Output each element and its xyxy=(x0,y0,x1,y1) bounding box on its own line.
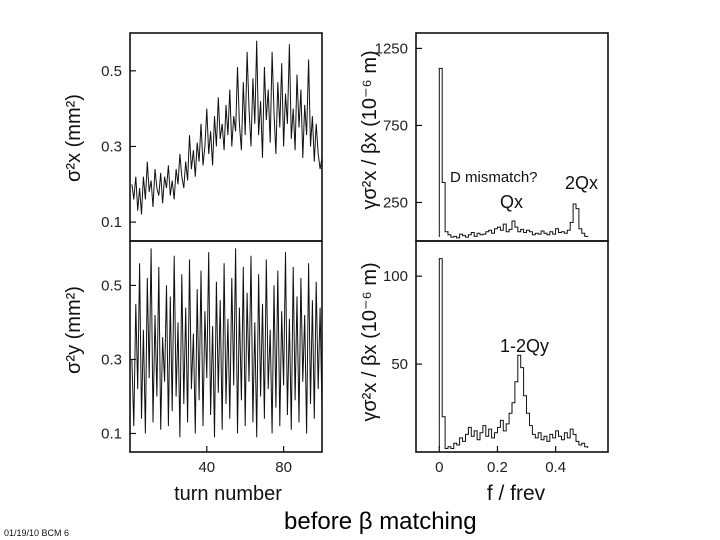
y-tick-label: 0.1 xyxy=(101,425,122,442)
y-tick-label: 1250 xyxy=(375,40,408,57)
plot-frame xyxy=(415,240,609,453)
y-tick-label: 50 xyxy=(391,356,408,373)
data-series-line xyxy=(438,67,589,239)
x-tick-label: 0.4 xyxy=(545,459,566,476)
y-tick-label: 0.1 xyxy=(101,214,122,231)
x-tick-label: 0.2 xyxy=(487,459,508,476)
panel-sigma-x-vs-turn: 0.1 0.3 0.5 xyxy=(101,32,323,242)
x-tick-label: 40 xyxy=(198,459,215,476)
ylabel-fft-x: γσ²x / βx (10⁻⁶ m) xyxy=(359,50,381,209)
panel-sigma-y-vs-turn: 0.1 0.3 0.5 40 80 xyxy=(101,240,323,476)
y-tick-label: 0.3 xyxy=(101,138,122,155)
data-series-line xyxy=(131,40,323,215)
data-series-line xyxy=(438,258,589,449)
y-tick-label: 250 xyxy=(383,194,408,211)
annotation-d-mismatch: D mismatch? xyxy=(450,169,538,186)
ylabel-sigma-y: σ²y (mm²) xyxy=(63,286,85,374)
annotation-1-2qy: 1-2Qy xyxy=(500,336,549,356)
footer-date: 01/19/10 BCM 6 xyxy=(4,528,70,538)
plot-frame xyxy=(129,32,323,242)
panel-fft-x: 250 750 1250 xyxy=(375,32,609,242)
plot-frame xyxy=(129,240,323,453)
y-tick-label: 0.5 xyxy=(101,277,122,294)
annotation-qx: Qx xyxy=(500,192,523,212)
x-tick-label: 80 xyxy=(275,459,292,476)
y-tick-label: 100 xyxy=(383,268,408,285)
xlabel-turn-number: turn number xyxy=(174,483,282,505)
slide-caption: before β matching xyxy=(284,508,477,535)
ylabel-fft-y: γσ²x / βx (10⁻⁶ m) xyxy=(359,262,381,421)
panel-fft-y: 50 100 0 0.2 0.4 xyxy=(383,240,609,476)
y-tick-label: 0.3 xyxy=(101,351,122,368)
y-tick-label: 0.5 xyxy=(101,63,122,80)
data-series-line xyxy=(131,248,323,438)
annotation-2qx: 2Qx xyxy=(565,173,598,193)
x-tick-label: 0 xyxy=(435,459,443,476)
y-tick-label: 750 xyxy=(383,117,408,134)
xlabel-frequency: f / frev xyxy=(487,482,546,505)
ylabel-sigma-x: σ²x (mm²) xyxy=(63,94,85,182)
